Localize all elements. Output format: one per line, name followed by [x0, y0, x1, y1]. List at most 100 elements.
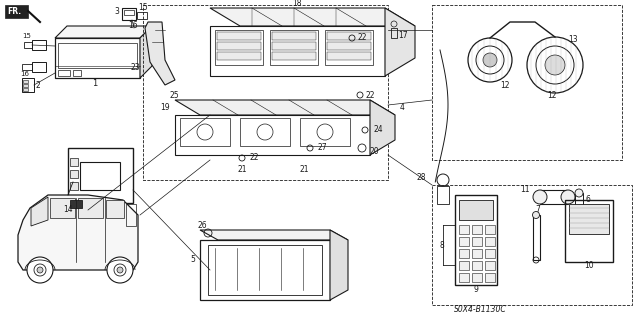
Bar	[200, 240, 330, 300]
Text: 9: 9	[474, 285, 479, 294]
Bar	[22, 78, 34, 92]
Bar	[50, 198, 75, 218]
Bar	[272, 52, 316, 60]
Text: 6: 6	[585, 196, 590, 204]
Bar	[137, 12, 147, 19]
Bar	[533, 215, 540, 260]
Circle shape	[561, 190, 575, 204]
Polygon shape	[200, 230, 348, 240]
Circle shape	[117, 267, 123, 273]
Bar	[485, 249, 495, 258]
Bar	[270, 30, 318, 65]
Bar	[432, 5, 622, 160]
Bar	[569, 204, 609, 234]
Bar	[459, 273, 469, 282]
Circle shape	[533, 190, 547, 204]
Bar	[32, 40, 46, 50]
Text: 25: 25	[170, 91, 180, 100]
Bar	[472, 249, 482, 258]
Text: 20: 20	[370, 148, 380, 156]
Text: 8: 8	[440, 241, 445, 250]
Bar	[215, 30, 263, 65]
Text: 16: 16	[128, 21, 138, 30]
Text: 27: 27	[318, 143, 328, 153]
Polygon shape	[145, 22, 175, 85]
Bar	[70, 158, 78, 166]
Bar	[575, 193, 583, 213]
Bar	[455, 195, 497, 285]
Bar	[459, 225, 469, 234]
Bar	[272, 32, 316, 40]
Polygon shape	[370, 100, 395, 155]
Text: 21: 21	[238, 165, 248, 174]
Bar	[437, 186, 449, 204]
Bar	[272, 42, 316, 50]
Text: 5: 5	[190, 255, 195, 265]
Text: 22: 22	[250, 154, 259, 163]
Text: 22: 22	[358, 34, 367, 43]
Bar	[126, 204, 136, 226]
Polygon shape	[210, 8, 415, 26]
Circle shape	[545, 55, 565, 75]
Bar	[327, 52, 371, 60]
Bar	[58, 43, 137, 68]
Text: 24: 24	[373, 125, 383, 134]
Bar	[70, 170, 78, 178]
Text: 26: 26	[198, 220, 207, 229]
Bar	[73, 70, 81, 76]
Text: S0X4-B1130C: S0X4-B1130C	[454, 306, 506, 315]
Bar	[55, 38, 140, 78]
Polygon shape	[55, 26, 152, 38]
Circle shape	[575, 209, 583, 217]
Text: FR.: FR.	[7, 7, 21, 17]
Polygon shape	[18, 195, 138, 270]
Bar	[327, 32, 371, 40]
Text: 7: 7	[535, 205, 540, 214]
Bar	[391, 28, 397, 38]
Bar	[24, 42, 32, 48]
Polygon shape	[5, 5, 28, 18]
Text: 16: 16	[20, 71, 29, 77]
Text: 22: 22	[366, 91, 376, 100]
Bar	[143, 5, 388, 180]
Bar	[217, 32, 261, 40]
Bar	[540, 190, 568, 204]
Bar	[210, 26, 385, 76]
Bar	[459, 261, 469, 270]
Text: 18: 18	[292, 0, 301, 9]
Bar	[300, 118, 350, 146]
Circle shape	[37, 267, 43, 273]
Text: 15: 15	[138, 4, 148, 12]
Bar	[472, 225, 482, 234]
Circle shape	[483, 53, 497, 67]
Polygon shape	[140, 26, 152, 78]
Text: 2: 2	[36, 81, 41, 90]
Bar	[58, 70, 70, 76]
Polygon shape	[175, 100, 395, 115]
Bar	[78, 198, 103, 218]
Bar	[180, 118, 230, 146]
Bar	[472, 237, 482, 246]
Text: 14: 14	[63, 204, 72, 213]
Text: 28: 28	[417, 173, 426, 182]
Circle shape	[532, 212, 540, 219]
Text: 12: 12	[500, 81, 509, 90]
Bar	[327, 42, 371, 50]
Text: 1: 1	[92, 79, 97, 89]
Bar	[122, 8, 136, 20]
Bar	[565, 200, 613, 262]
Text: 23: 23	[131, 63, 140, 73]
Bar	[472, 273, 482, 282]
Bar	[23, 84, 28, 87]
Text: 12: 12	[547, 91, 557, 100]
Circle shape	[575, 189, 583, 197]
Bar	[124, 10, 134, 15]
Text: 19: 19	[161, 103, 170, 113]
Polygon shape	[31, 197, 48, 226]
Bar	[217, 52, 261, 60]
Text: 21: 21	[300, 165, 310, 174]
Polygon shape	[330, 230, 348, 300]
Bar	[485, 225, 495, 234]
Bar	[459, 237, 469, 246]
Bar	[217, 42, 261, 50]
